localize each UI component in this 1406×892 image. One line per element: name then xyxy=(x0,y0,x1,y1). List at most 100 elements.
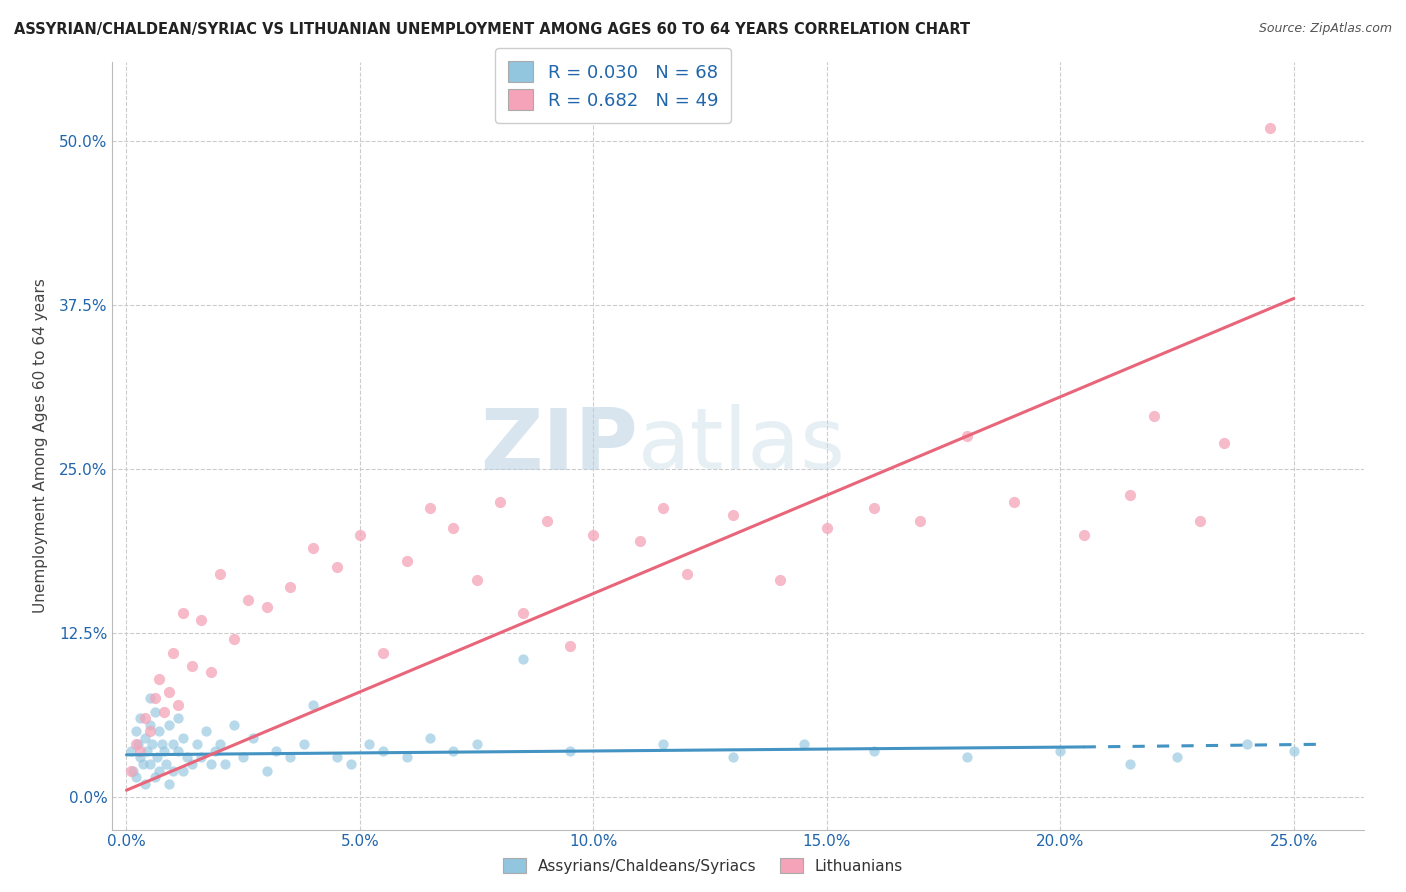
Point xyxy=(125,737,148,751)
Point xyxy=(166,711,188,725)
Point xyxy=(910,515,932,529)
Point xyxy=(150,737,173,751)
Point xyxy=(652,737,675,751)
Point xyxy=(214,756,236,771)
Point xyxy=(136,744,159,758)
Point xyxy=(441,521,464,535)
Point xyxy=(190,613,212,627)
Legend: R = 0.030   N = 68, R = 0.682   N = 49: R = 0.030 N = 68, R = 0.682 N = 49 xyxy=(495,48,731,123)
Point xyxy=(172,764,194,778)
Point xyxy=(141,737,163,751)
Point xyxy=(302,541,325,555)
Point xyxy=(139,691,162,706)
Text: ASSYRIAN/CHALDEAN/SYRIAC VS LITHUANIAN UNEMPLOYMENT AMONG AGES 60 TO 64 YEARS CO: ASSYRIAN/CHALDEAN/SYRIAC VS LITHUANIAN U… xyxy=(14,22,970,37)
Point xyxy=(134,731,156,745)
Point xyxy=(208,737,231,751)
Point xyxy=(1119,488,1142,502)
Point xyxy=(628,534,651,549)
Point xyxy=(222,632,245,647)
Point xyxy=(143,691,166,706)
Point xyxy=(129,744,152,758)
Point xyxy=(1212,435,1234,450)
Point xyxy=(1143,409,1166,424)
Point xyxy=(652,501,675,516)
Point xyxy=(278,580,301,594)
Point xyxy=(127,737,149,751)
Point xyxy=(143,705,166,719)
Point xyxy=(675,566,697,581)
Point xyxy=(512,606,534,620)
Point xyxy=(862,501,884,516)
Point xyxy=(441,744,464,758)
Point xyxy=(200,665,222,680)
Point xyxy=(256,764,278,778)
Point xyxy=(125,770,148,784)
Point xyxy=(395,554,418,568)
Point xyxy=(419,501,441,516)
Point xyxy=(208,566,231,581)
Point xyxy=(157,717,180,731)
Point xyxy=(139,724,162,739)
Point xyxy=(120,744,142,758)
Point xyxy=(186,737,208,751)
Point xyxy=(1049,744,1071,758)
Point xyxy=(1189,515,1212,529)
Point xyxy=(146,750,169,764)
Point xyxy=(120,764,142,778)
Point xyxy=(512,652,534,666)
Text: Source: ZipAtlas.com: Source: ZipAtlas.com xyxy=(1258,22,1392,36)
Point xyxy=(172,606,194,620)
Point xyxy=(134,777,156,791)
Point xyxy=(862,744,884,758)
Point xyxy=(222,717,245,731)
Point xyxy=(465,574,488,588)
Point xyxy=(1166,750,1188,764)
Point xyxy=(558,744,581,758)
Point xyxy=(125,724,148,739)
Point xyxy=(769,574,792,588)
Point xyxy=(153,705,176,719)
Point xyxy=(157,685,180,699)
Point xyxy=(129,711,152,725)
Point xyxy=(148,724,170,739)
Point xyxy=(256,599,278,614)
Point xyxy=(236,593,259,607)
Point xyxy=(200,756,222,771)
Point xyxy=(956,750,979,764)
Point xyxy=(162,646,184,660)
Point xyxy=(194,724,217,739)
Point xyxy=(723,508,745,522)
Point xyxy=(582,527,605,541)
Point xyxy=(373,646,395,660)
Point xyxy=(956,429,979,443)
Point xyxy=(419,731,441,745)
Point xyxy=(162,737,184,751)
Point xyxy=(465,737,488,751)
Point xyxy=(232,750,254,764)
Point xyxy=(204,744,226,758)
Point xyxy=(148,764,170,778)
Text: atlas: atlas xyxy=(638,404,846,488)
Point xyxy=(155,756,177,771)
Point xyxy=(166,698,188,712)
Point xyxy=(264,744,287,758)
Point xyxy=(325,560,347,574)
Point xyxy=(302,698,325,712)
Point xyxy=(180,756,202,771)
Point xyxy=(1073,527,1095,541)
Point xyxy=(278,750,301,764)
Point xyxy=(1260,121,1282,136)
Point xyxy=(132,756,155,771)
Point xyxy=(176,750,198,764)
Point xyxy=(339,756,361,771)
Point xyxy=(1236,737,1258,751)
Point xyxy=(122,764,145,778)
Point xyxy=(815,521,838,535)
Point xyxy=(292,737,315,751)
Text: ZIP: ZIP xyxy=(481,404,638,488)
Point xyxy=(489,494,512,508)
Point xyxy=(166,744,188,758)
Point xyxy=(162,764,184,778)
Point xyxy=(172,731,194,745)
Point xyxy=(536,515,558,529)
